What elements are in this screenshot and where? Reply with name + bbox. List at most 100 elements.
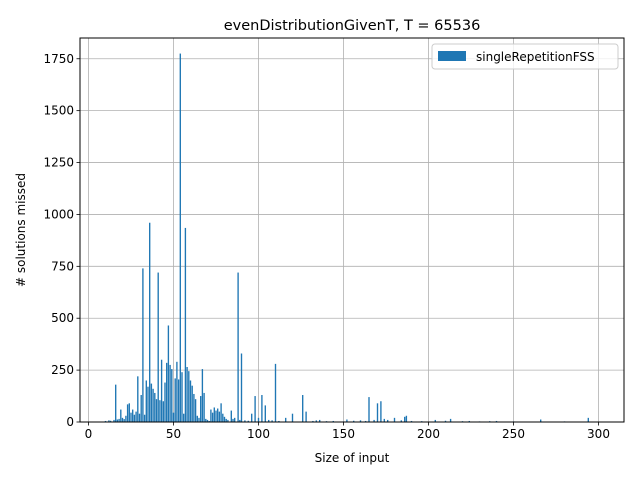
bar [332, 420, 334, 422]
x-tick-label: 250 [502, 427, 525, 441]
y-tick-label: 0 [66, 415, 74, 429]
bar [149, 222, 151, 422]
bar [198, 417, 200, 422]
bar [167, 325, 170, 422]
x-tick-label: 50 [166, 427, 181, 441]
bar [400, 420, 402, 422]
bar [449, 418, 452, 422]
bar [444, 420, 447, 422]
legend-label: singleRepetitionFSS [476, 50, 595, 64]
bar [319, 419, 321, 422]
bar [203, 392, 205, 422]
bar [193, 393, 195, 422]
bar [201, 369, 204, 422]
bar [268, 419, 270, 422]
bar [240, 353, 243, 422]
bar [393, 417, 396, 422]
bar [186, 366, 188, 422]
bar [315, 420, 317, 422]
bar [291, 413, 294, 422]
bar [159, 400, 161, 422]
bar [160, 359, 163, 422]
bar [155, 399, 158, 422]
legend-swatch [438, 51, 466, 61]
bar [211, 412, 214, 422]
y-axis: 0 250 500 750 1000 1250 1500 1750 [43, 52, 80, 429]
bar [234, 417, 236, 422]
bar [177, 379, 180, 422]
bar [109, 420, 112, 422]
bar [184, 227, 187, 422]
bar [108, 420, 110, 422]
bar [176, 361, 178, 422]
bar [247, 420, 249, 422]
bar [123, 419, 125, 422]
bar [376, 403, 379, 422]
y-tick-label: 500 [51, 311, 74, 325]
bar [227, 419, 229, 422]
bar [152, 388, 154, 422]
bar [368, 397, 370, 422]
x-axis-label: Size of input [315, 451, 390, 465]
bar [183, 413, 185, 422]
bar [274, 363, 277, 422]
bar [239, 419, 241, 422]
bar [205, 418, 207, 422]
x-tick-label: 300 [587, 427, 610, 441]
bar [171, 369, 173, 422]
bar [359, 420, 362, 422]
bar [364, 420, 367, 422]
x-axis: 0 50 100 150 200 250 300 [85, 422, 610, 441]
bar [468, 420, 470, 422]
bar [128, 403, 130, 422]
y-tick-label: 1250 [43, 156, 74, 170]
bar [188, 371, 190, 422]
bar [540, 419, 542, 422]
bar [208, 420, 210, 422]
bar [194, 399, 197, 422]
bar [113, 419, 115, 422]
bar [135, 411, 137, 422]
bar [126, 404, 129, 422]
bar [223, 416, 226, 422]
bar [140, 395, 142, 422]
bar [166, 362, 168, 422]
bar [346, 419, 348, 422]
bar [217, 408, 219, 422]
x-tick-label: 150 [332, 427, 355, 441]
bar [172, 412, 175, 422]
chart-title: evenDistributionGivenT, T = 65536 [224, 18, 481, 34]
bar [137, 376, 139, 422]
x-tick-label: 0 [85, 427, 93, 441]
y-tick-label: 1500 [43, 104, 74, 118]
bar [213, 407, 215, 422]
bar [215, 410, 217, 422]
bar [285, 417, 287, 422]
bar [244, 420, 246, 422]
bar [162, 401, 164, 422]
bar [210, 409, 212, 422]
bar [191, 385, 193, 422]
bar [380, 401, 382, 422]
bar [237, 272, 239, 422]
bar [143, 414, 146, 422]
bar [181, 372, 183, 422]
legend-box [431, 43, 619, 70]
bar [164, 382, 166, 422]
bar [220, 403, 222, 422]
y-tick-label: 1750 [43, 52, 74, 66]
bar [189, 380, 192, 422]
bar [174, 378, 176, 422]
grid-lines [80, 38, 624, 423]
y-axis-label: # solutions missed [14, 173, 28, 287]
bar [120, 409, 122, 422]
bar [261, 395, 263, 422]
bar [150, 383, 153, 422]
bar [257, 417, 260, 422]
bar [130, 412, 132, 422]
plot-frame [79, 37, 625, 423]
bar [116, 419, 119, 422]
bar [142, 268, 144, 422]
bar [230, 410, 232, 422]
